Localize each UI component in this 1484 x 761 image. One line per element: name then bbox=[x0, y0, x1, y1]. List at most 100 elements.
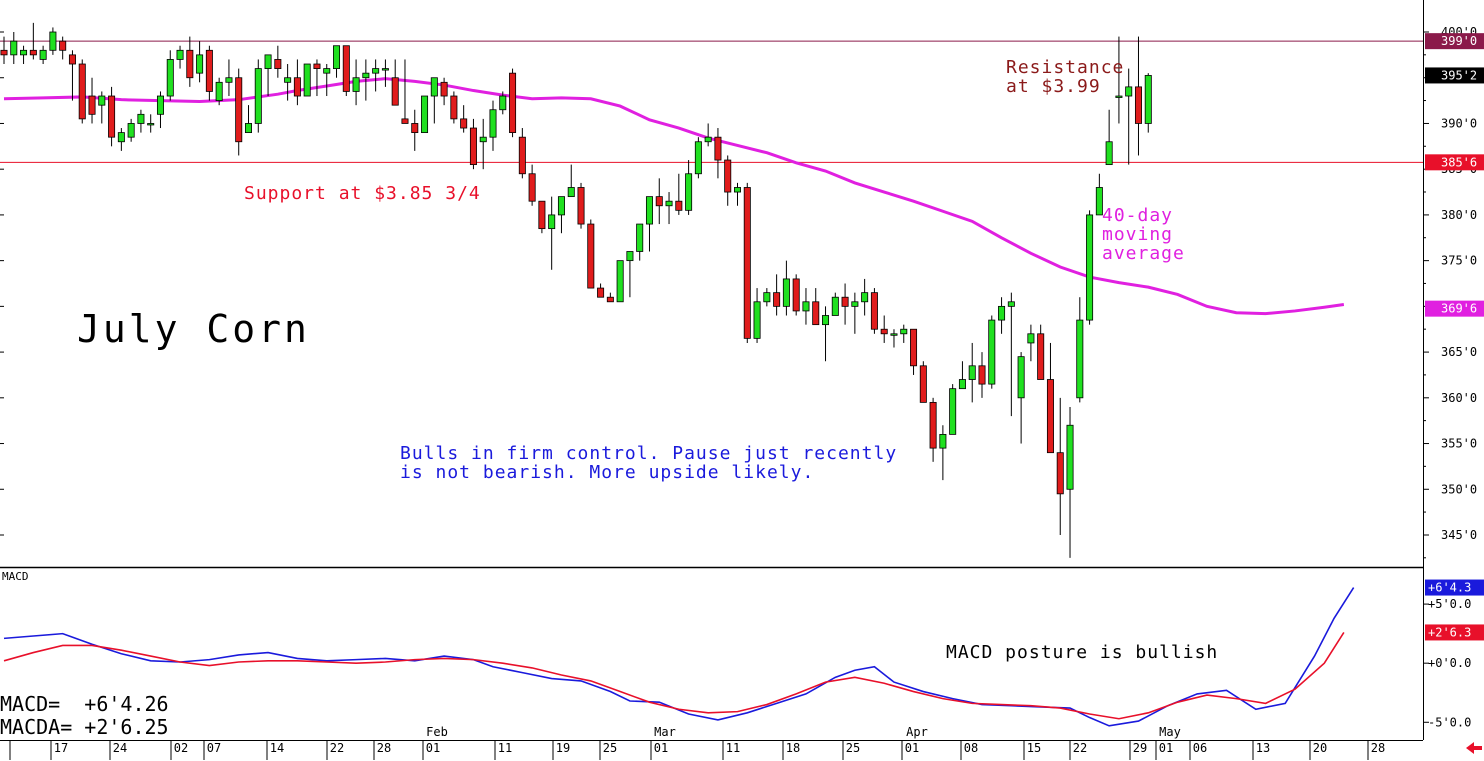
candle-up bbox=[831, 296, 839, 316]
date-tick-label: 01 bbox=[905, 741, 919, 755]
candle-up bbox=[1125, 86, 1133, 97]
chart-title: July Corn bbox=[77, 307, 310, 351]
candle-up bbox=[147, 123, 155, 126]
candle-down bbox=[235, 77, 243, 143]
price-tag-label: 369'6 bbox=[1441, 302, 1477, 316]
candle-up bbox=[851, 301, 859, 307]
candle-down bbox=[108, 95, 116, 138]
candle-down bbox=[978, 365, 986, 385]
candle-down bbox=[29, 49, 37, 56]
candle-up bbox=[117, 132, 125, 143]
candle-down bbox=[460, 118, 468, 129]
candle-down bbox=[773, 292, 781, 307]
date-tick-label: 20 bbox=[1313, 741, 1327, 755]
price-tick-label: 345'0 bbox=[1441, 528, 1477, 542]
candle-up bbox=[352, 77, 360, 92]
macd-posture-annotation: MACD posture is bullish bbox=[946, 642, 1219, 663]
candle-down bbox=[274, 59, 282, 69]
candle-up bbox=[968, 365, 976, 380]
candle-up bbox=[333, 45, 341, 69]
candle-up bbox=[39, 49, 47, 60]
price-tag-label: 395'2 bbox=[1441, 68, 1477, 82]
price-tick-label: 350'0 bbox=[1441, 482, 1477, 496]
date-tick-label: 28 bbox=[377, 741, 391, 755]
month-label: May bbox=[1159, 725, 1181, 739]
candle-down bbox=[1037, 333, 1045, 380]
candle-down bbox=[538, 200, 546, 230]
candle-up bbox=[557, 196, 565, 216]
date-tick-label: 22 bbox=[330, 741, 344, 755]
date-tick-label: 25 bbox=[846, 741, 860, 755]
ma-annotation: 40-day moving average bbox=[1102, 205, 1185, 264]
month-label: Feb bbox=[426, 725, 448, 739]
left-arrow-icon[interactable] bbox=[1466, 742, 1482, 754]
candle-up bbox=[381, 68, 389, 71]
date-tick-label: 07 bbox=[207, 741, 221, 755]
candle-down bbox=[411, 123, 419, 134]
candle-up bbox=[685, 173, 693, 211]
date-tick-label: 14 bbox=[270, 741, 284, 755]
candle-up bbox=[704, 136, 712, 143]
price-levels bbox=[0, 40, 1423, 163]
candle-down bbox=[792, 278, 800, 312]
candle-up bbox=[430, 77, 438, 97]
price-tag-label: 399'0 bbox=[1441, 34, 1477, 48]
candle-up bbox=[1066, 424, 1074, 490]
candle-up bbox=[166, 59, 174, 97]
candle-up bbox=[1076, 319, 1084, 399]
candle-down bbox=[812, 301, 820, 326]
price-tag-box bbox=[1425, 154, 1484, 171]
candle-down bbox=[205, 49, 213, 92]
candle-up bbox=[421, 95, 429, 134]
candle-down bbox=[587, 223, 595, 289]
candle-up bbox=[264, 54, 272, 69]
macd-line bbox=[3, 587, 1355, 727]
date-tick-label: 25 bbox=[603, 741, 617, 755]
date-tick-label: 06 bbox=[1193, 741, 1207, 755]
date-tick-label: 22 bbox=[1073, 741, 1087, 755]
candle-up bbox=[958, 379, 966, 390]
candle-down bbox=[59, 40, 67, 51]
candle-up bbox=[567, 187, 575, 198]
candle-down bbox=[469, 127, 477, 166]
candle-up bbox=[645, 196, 653, 225]
candle-up bbox=[254, 68, 262, 124]
candle-up bbox=[861, 292, 869, 303]
candle-up bbox=[49, 31, 57, 51]
macd-tick-label: +5'0.0 bbox=[1428, 597, 1471, 611]
candle-up bbox=[215, 81, 223, 101]
candle-down bbox=[518, 136, 526, 175]
candle-up bbox=[323, 68, 331, 74]
candle-down bbox=[1134, 86, 1142, 124]
date-tick-label: 02 bbox=[174, 741, 188, 755]
macd-panel bbox=[3, 587, 1355, 727]
candle-down bbox=[910, 328, 918, 367]
candle-down bbox=[675, 200, 683, 211]
candle-down bbox=[391, 77, 399, 106]
candle-up bbox=[548, 214, 556, 230]
candle-up bbox=[802, 301, 810, 312]
candle-up bbox=[782, 278, 790, 307]
nav-arrow[interactable] bbox=[1466, 742, 1482, 754]
candle-up bbox=[284, 77, 292, 83]
macd-tick-label: +0'0.0 bbox=[1428, 656, 1471, 670]
ma40-line bbox=[3, 77, 1345, 316]
candle-up bbox=[890, 333, 898, 336]
moving-average bbox=[3, 77, 1345, 316]
candle-up bbox=[694, 141, 702, 175]
date-tick-label: 17 bbox=[54, 741, 68, 755]
candle-up bbox=[939, 433, 947, 449]
price-tag-box bbox=[1425, 300, 1484, 317]
candle-down bbox=[440, 81, 448, 97]
candle-down bbox=[528, 173, 536, 202]
candle-up bbox=[98, 95, 106, 106]
candle-up bbox=[1007, 301, 1015, 307]
candle-down bbox=[401, 118, 409, 124]
candle-up bbox=[949, 388, 957, 435]
date-tick-label: 29 bbox=[1133, 741, 1147, 755]
candle-down bbox=[1056, 452, 1064, 495]
candle-down bbox=[186, 49, 194, 79]
candle-down bbox=[743, 187, 751, 339]
date-tick-label: 19 bbox=[556, 741, 570, 755]
